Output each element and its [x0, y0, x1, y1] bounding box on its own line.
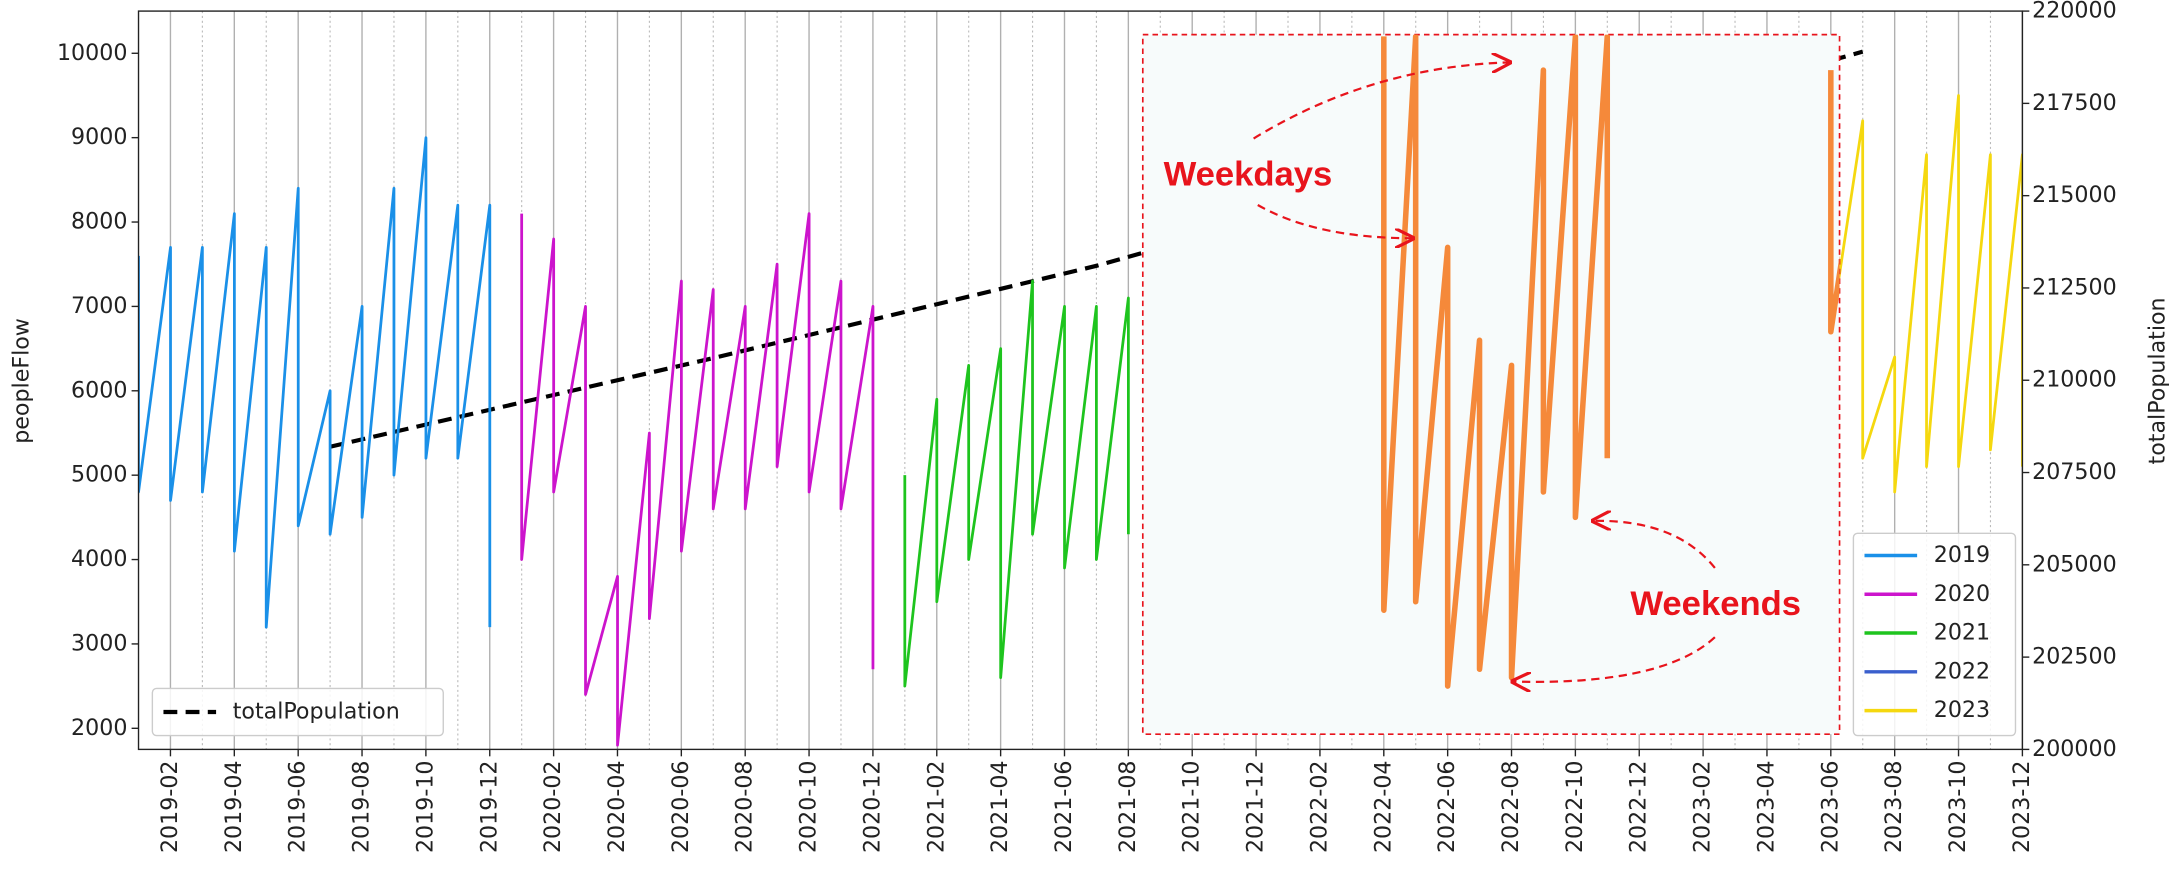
y2-tick-label: 205000	[2032, 551, 2117, 577]
series-line	[138, 136, 492, 629]
y2-tick-label: 215000	[2032, 182, 2117, 208]
x-tick-label: 2022-04	[1370, 760, 1396, 853]
legend-box	[1852, 532, 2017, 737]
y-tick-label: 10000	[57, 40, 127, 66]
y2-axis-label: totalPopulation	[2145, 297, 2171, 464]
series-line	[1829, 70, 2023, 494]
x-tick-label: 2019-10	[412, 760, 438, 853]
inset-box	[139, 33, 1841, 746]
x-tick-label: 2022-02	[1306, 760, 1332, 853]
x-tick-label: 2023-08	[1881, 760, 1907, 853]
legend-label: 2023	[1934, 697, 1990, 723]
x-tick-label: 2021-08	[1115, 760, 1141, 853]
x-tick-label: 2021-06	[1051, 760, 1077, 853]
y-tick-label: 6000	[71, 377, 127, 403]
x-tick-label: 2020-08	[732, 760, 758, 853]
y-tick-label: 8000	[71, 209, 127, 235]
y-tick-label: 9000	[71, 124, 127, 150]
inset-line	[1381, 34, 1611, 689]
legend-label: 2020	[1934, 581, 1990, 607]
x-tick-label: 2023-12	[2009, 760, 2035, 853]
x-tick-label: 2019-12	[476, 760, 502, 853]
y-tick-label: 5000	[71, 462, 127, 488]
inset-line	[139, 138, 490, 627]
x-tick-label: 2021-12	[1243, 760, 1269, 853]
x-tick-label: 2021-04	[987, 760, 1013, 853]
series-line	[903, 279, 1130, 688]
legend-label: 2019	[1934, 542, 1990, 568]
x-tick-label: 2019-06	[285, 760, 311, 853]
x-tick-label: 2023-06	[1817, 760, 1843, 853]
series-line	[520, 212, 875, 747]
y-tick-label: 3000	[71, 630, 127, 656]
x-tick-label: 2022-12	[1626, 760, 1652, 853]
inset-frame	[1141, 33, 1841, 735]
y2-tick-label: 210000	[2032, 367, 2117, 393]
y-tick-label: 7000	[71, 293, 127, 319]
x-tick-label: 2022-08	[1498, 760, 1524, 853]
inset-line	[522, 214, 873, 746]
x-tick-label: 2019-04	[221, 760, 247, 853]
y2-tick-label: 217500	[2032, 90, 2117, 116]
x-tick-label: 2022-06	[1434, 760, 1460, 853]
y2-tick-label: 212500	[2032, 274, 2117, 300]
x-tick-label: 2019-02	[157, 760, 183, 853]
x-tick-label: 2020-04	[604, 760, 630, 853]
arrow	[1593, 521, 1716, 569]
x-tick-label: 2019-08	[349, 760, 375, 853]
y-tick-label: 2000	[71, 715, 127, 741]
y-axis-label: peopleFlow	[9, 318, 35, 444]
annotations: Weekdays Weekends	[1164, 62, 1801, 682]
legend-label: 2022	[1934, 658, 1990, 684]
x-tick-label: 2023-10	[1945, 760, 1971, 853]
x-tick-label: 2020-06	[668, 760, 694, 853]
x-tick-label: 2020-02	[540, 760, 566, 853]
y2-tick-label: 202500	[2032, 644, 2117, 670]
arrow	[1513, 636, 1716, 682]
x-tick-label: 2023-04	[1753, 760, 1779, 853]
x-tick-label: 2021-10	[1179, 760, 1205, 853]
legend-label: totalPopulation	[233, 699, 400, 725]
legend-label: 2021	[1934, 620, 1990, 646]
x-tick-label: 2023-02	[1690, 760, 1716, 853]
y2-tick-label: 207500	[2032, 459, 2117, 485]
x-tick-label: 2020-12	[859, 760, 885, 853]
arrow	[1253, 62, 1510, 140]
arrow	[1257, 204, 1413, 238]
x-tick-label: 2020-10	[796, 760, 822, 853]
y2-tick-label: 220000	[2032, 0, 2117, 24]
x-tick-label: 2022-10	[1562, 760, 1588, 853]
annotation: Weekends	[1630, 585, 1801, 623]
x-tick-label: 2021-02	[923, 760, 949, 853]
legend-box	[151, 687, 444, 737]
annotation: Weekdays	[1164, 156, 1333, 194]
y2-tick-label: 200000	[2032, 736, 2117, 762]
y-tick-label: 4000	[71, 546, 127, 572]
